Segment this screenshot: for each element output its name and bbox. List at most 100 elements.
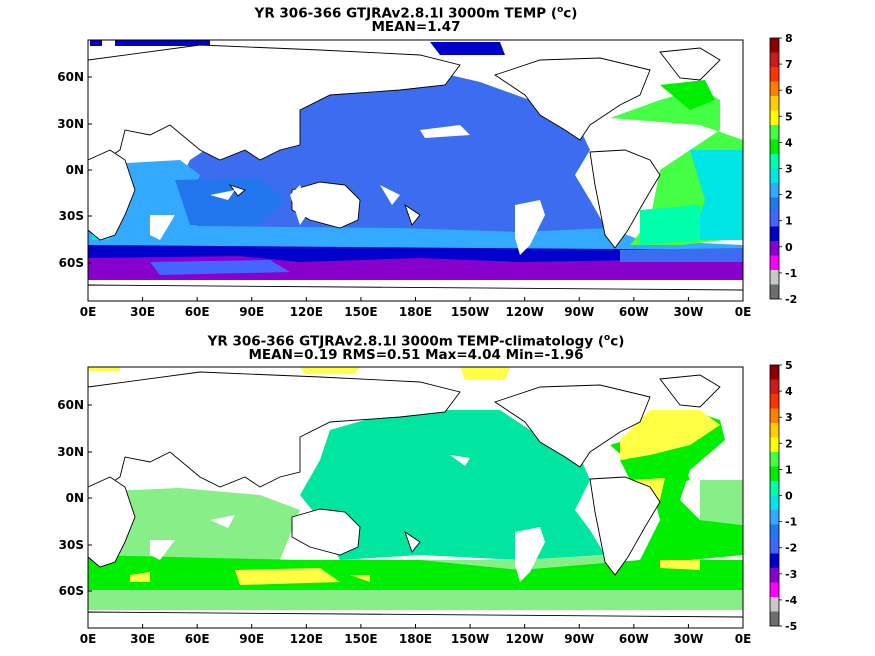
y-tick-label: 30N <box>57 117 84 131</box>
colorbar-segment <box>770 197 779 212</box>
x-tick-label: 90E <box>239 632 264 646</box>
colorbar-segment <box>770 183 779 198</box>
x-tick-label: 90W <box>564 305 594 319</box>
x-tick-label: 120W <box>506 632 544 646</box>
colorbar-tick-label: -5 <box>785 620 797 633</box>
x-tick-label: 90W <box>564 632 594 646</box>
x-tick-label: 60W <box>619 305 649 319</box>
y-tick-label: 30N <box>57 445 84 459</box>
y-tick-label: 60S <box>59 584 84 598</box>
colorbar-tick-label: 7 <box>785 58 793 71</box>
y-tick-label: 60S <box>59 256 84 270</box>
x-tick-label: 30E <box>130 305 155 319</box>
colorbar-tick-label: 1 <box>785 463 793 476</box>
colorbar-segment <box>770 226 779 241</box>
colorbar-segment <box>770 481 779 496</box>
colorbar-segment <box>770 452 779 467</box>
colorbar-segment <box>770 495 779 510</box>
colorbar-tick-label: 0 <box>785 490 793 503</box>
x-tick-label: 150E <box>344 305 377 319</box>
x-tick-label: 150W <box>451 305 489 319</box>
x-tick-label: 60E <box>185 305 210 319</box>
colorbar-tick-label: 8 <box>785 32 793 45</box>
colorbar-segment <box>770 110 779 125</box>
colorbar-segment <box>770 408 779 423</box>
x-tick-label: 150E <box>344 632 377 646</box>
x-tick-label: 0E <box>735 632 752 646</box>
y-tick-label: 0N <box>66 491 84 505</box>
panel2-subtitle: MEAN=0.19 RMS=0.51 Max=4.04 Min=-1.96 <box>248 347 584 363</box>
x-tick-label: 120E <box>290 305 323 319</box>
colorbar-tick-label: -3 <box>785 568 797 581</box>
colorbar-segment <box>770 524 779 539</box>
colorbar-segment <box>770 67 779 82</box>
colorbar-tick-label: 2 <box>785 437 793 450</box>
colorbar-segment <box>770 139 779 154</box>
colorbar-tick-label: -1 <box>785 516 797 529</box>
colorbar-tick-label: -2 <box>785 542 797 555</box>
colorbar-segment <box>770 539 779 554</box>
x-tick-label: 30E <box>130 632 155 646</box>
colorbar-segment <box>770 466 779 481</box>
colorbar-segment <box>770 52 779 67</box>
colorbar-segment <box>770 553 779 568</box>
colorbar-segment <box>770 611 779 626</box>
colorbar-segment <box>770 38 779 53</box>
colorbar-tick-label: 2 <box>785 189 793 202</box>
colorbar-segment <box>770 597 779 612</box>
colorbar-tick-label: 5 <box>785 110 793 123</box>
colorbar-segment <box>770 394 779 409</box>
colorbar-segment <box>770 154 779 169</box>
colorbar-tick-label: 1 <box>785 215 793 228</box>
colorbar-segment <box>770 81 779 96</box>
colorbar-segment <box>770 437 779 452</box>
colorbars: 8 7 6 5 4 3 2 1 0 -1 -2 5 4 3 2 1 0 -1 -2 -3 -4 -5 <box>769 32 798 633</box>
colorbar-segment <box>770 568 779 583</box>
panel1-title: YR 306-366 GTJRAv2.8.1l 3000m TEMP (oc) <box>254 5 578 22</box>
axes: 0E 30E 60E 90E 120E 150E 180E 150W 120W 90W 60W 30W… <box>57 70 751 646</box>
x-tick-label: 0E <box>80 632 97 646</box>
x-tick-label: 0E <box>735 305 752 319</box>
colorbar-segment <box>770 241 779 256</box>
x-tick-label: 90E <box>239 305 264 319</box>
x-tick-label: 120W <box>506 305 544 319</box>
x-tick-label: 180E <box>399 632 432 646</box>
colorbar-segment <box>770 284 779 299</box>
colorbar-segment <box>770 96 779 111</box>
colorbar-tick-label: 4 <box>785 385 793 398</box>
colorbar-tick-label: 6 <box>785 84 793 97</box>
colorbar-tick-label: 0 <box>785 241 793 254</box>
colorbar-segment <box>770 582 779 597</box>
x-tick-label: 0E <box>80 305 97 319</box>
colorbar-tick-label: 5 <box>785 359 793 372</box>
colorbar-segment <box>770 125 779 140</box>
x-tick-label: 60E <box>185 632 210 646</box>
colorbar-tick-label: -2 <box>785 293 797 306</box>
panel1-map <box>88 40 743 301</box>
x-tick-label: 150W <box>451 632 489 646</box>
colorbar-tick-label: -4 <box>785 594 798 607</box>
y-tick-label: 0N <box>66 163 84 177</box>
y-tick-label: 60N <box>57 398 84 412</box>
colorbar-tick-label: 4 <box>785 136 793 149</box>
colorbar-segment <box>770 255 779 270</box>
colorbar-segment <box>770 510 779 525</box>
colorbar-tick-label: 3 <box>785 411 793 424</box>
colorbar-segment <box>770 212 779 227</box>
colorbar-segment <box>770 379 779 394</box>
colorbar-segment <box>770 423 779 438</box>
colorbar-tick-label: -1 <box>785 267 797 280</box>
colorbar-segment <box>770 365 779 380</box>
y-tick-label: 30S <box>59 538 84 552</box>
panel1-subtitle: MEAN=1.47 <box>371 19 461 35</box>
x-tick-label: 60W <box>619 632 649 646</box>
x-tick-label: 180E <box>399 305 432 319</box>
colorbar-segment <box>770 168 779 183</box>
x-tick-label: 120E <box>290 632 323 646</box>
y-tick-label: 60N <box>57 70 84 84</box>
y-tick-label: 30S <box>59 209 84 223</box>
x-tick-label: 30W <box>673 305 703 319</box>
panel2-title: YR 306-366 GTJRAv2.8.1l 3000m TEMP-clima… <box>207 333 625 350</box>
x-tick-label: 30W <box>673 632 703 646</box>
